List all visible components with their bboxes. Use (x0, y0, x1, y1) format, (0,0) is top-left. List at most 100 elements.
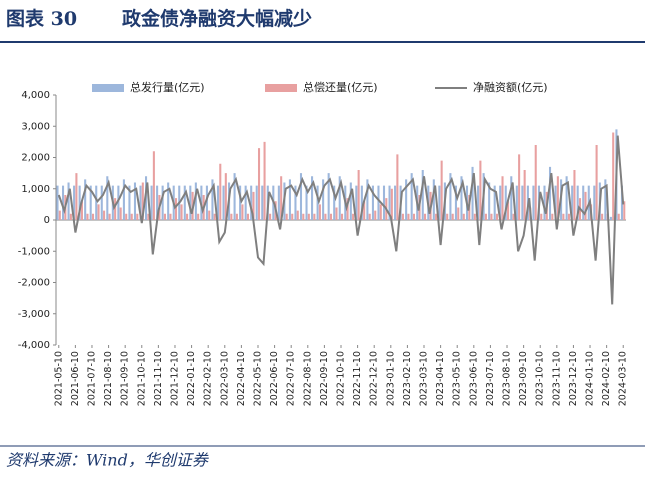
bar (97, 204, 100, 220)
bar (307, 213, 310, 220)
x-tick-label: 2021-10-10 (136, 351, 147, 406)
bar (106, 176, 109, 220)
bar (388, 185, 391, 220)
x-tick-label: 2023-06-10 (468, 351, 479, 406)
bar (186, 213, 189, 220)
bar (119, 207, 122, 220)
bar (125, 213, 128, 220)
bar (147, 213, 150, 220)
bar (213, 213, 216, 220)
bar (73, 185, 76, 220)
bar (571, 185, 574, 220)
bar (371, 185, 374, 220)
x-tick-label: 2022-01-10 (186, 351, 197, 406)
bar (136, 213, 139, 220)
bar (438, 185, 441, 220)
bar (288, 179, 291, 220)
bar (244, 185, 247, 220)
bar (205, 185, 208, 220)
bar (222, 185, 225, 220)
x-tick-label: 2021-09-10 (120, 351, 131, 406)
bar (133, 182, 137, 220)
bar (86, 213, 89, 220)
y-tick-label: -4,000 (18, 340, 50, 351)
y-tick-label: -3,000 (18, 309, 50, 320)
source: 资料来源：Wind，华创证券 (6, 451, 210, 470)
bar (617, 213, 620, 220)
bar (551, 213, 554, 220)
bar (235, 213, 238, 220)
bar (163, 213, 166, 220)
bar (346, 198, 349, 220)
bar (80, 201, 83, 220)
bar (349, 182, 352, 220)
bar (521, 185, 524, 220)
legend-label: 总偿还量(亿元) (303, 80, 378, 94)
bar (462, 213, 465, 220)
legend-label: 总发行量(亿元) (130, 80, 205, 94)
bar (390, 188, 393, 220)
bar (595, 145, 598, 220)
bar (477, 185, 480, 220)
bar (407, 213, 410, 220)
bar (294, 185, 297, 220)
x-tick-label: 2022-04-10 (236, 351, 247, 406)
y-tick-label: 4,000 (21, 90, 50, 101)
x-tick-label: 2022-12-10 (369, 351, 380, 406)
bar (435, 213, 438, 220)
bar (252, 191, 255, 220)
x-tick-label: 2024-03-10 (618, 351, 629, 406)
bar (95, 185, 98, 220)
bar (269, 213, 272, 220)
bar (532, 185, 535, 220)
bar (543, 185, 546, 220)
bar (141, 182, 144, 220)
x-tick-label: 2021-08-10 (103, 351, 114, 406)
bar (122, 179, 125, 220)
x-tick-label: 2021-11-10 (153, 351, 164, 406)
bar (189, 185, 192, 220)
bar (255, 185, 258, 220)
bar (167, 182, 170, 220)
bar (174, 198, 178, 220)
bar (357, 170, 360, 220)
bar (374, 210, 377, 220)
bar (573, 170, 576, 220)
bar (363, 201, 366, 220)
bar (211, 179, 214, 220)
bar (394, 185, 397, 220)
bar (405, 179, 408, 220)
bar (257, 148, 261, 220)
bar (377, 185, 380, 220)
bar (479, 160, 482, 220)
bar (473, 213, 476, 220)
bar (333, 185, 336, 220)
y-tick-label: 3,000 (21, 121, 50, 132)
bar (554, 185, 557, 220)
bar (263, 141, 266, 220)
bar (368, 213, 371, 220)
bar (152, 151, 155, 220)
bar (355, 185, 358, 220)
bar (449, 173, 452, 220)
legend-swatch (92, 84, 124, 92)
bar (540, 213, 543, 220)
bar (128, 185, 131, 220)
bar (84, 179, 87, 220)
bar (507, 201, 510, 220)
bar (410, 173, 413, 220)
line (57, 135, 625, 305)
bar (412, 213, 416, 220)
x-tick-label: 2022-09-10 (319, 351, 330, 406)
x-tick-label: 2023-02-10 (402, 351, 413, 406)
bar (291, 213, 294, 220)
bar (593, 185, 596, 220)
bar (261, 185, 264, 220)
x-tick-label: 2023-08-10 (502, 351, 513, 406)
bar (313, 213, 316, 220)
bar (548, 166, 552, 220)
bar (296, 210, 299, 220)
bar (78, 185, 81, 220)
bar (451, 213, 454, 220)
x-tick-label: 2022-08-10 (302, 351, 313, 406)
